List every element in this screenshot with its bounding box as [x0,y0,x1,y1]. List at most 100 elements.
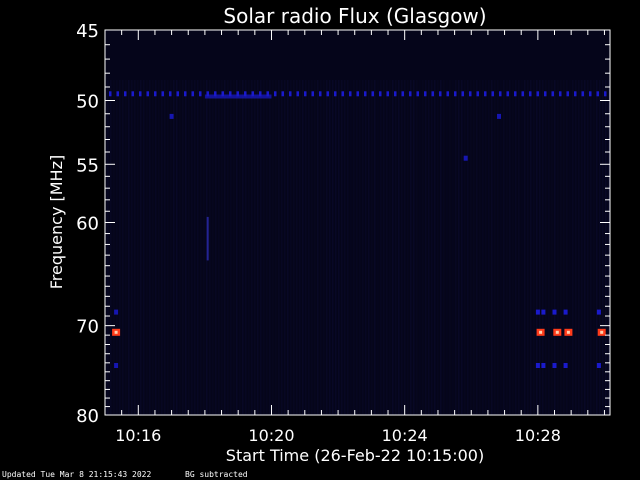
noise-column [194,80,196,415]
band-tick [191,91,194,97]
band-tick [514,91,517,97]
noise-column [536,80,538,415]
noise-column [299,80,301,415]
noise-column [608,80,610,415]
emission-spot [552,309,557,315]
noise-column [260,80,262,415]
x-tick-label: 10:28 [515,426,561,445]
noise-column [146,80,148,415]
noise-column [161,80,163,415]
noise-column [341,80,343,415]
noise-column [332,80,334,415]
band-tick [506,91,509,97]
noise-column [599,80,601,415]
band-tick [499,91,502,97]
emission-spot [114,309,119,315]
noise-column [560,80,562,415]
updated-timestamp: Updated Tue Mar 8 21:15:43 2022 [2,470,151,479]
noise-column [437,80,439,415]
band-tick [146,91,149,97]
band-tick [371,91,374,97]
noise-column [107,80,109,415]
noise-column [434,80,436,415]
emission-spot [596,309,601,315]
band-tick [604,91,607,97]
noise-column [152,80,154,415]
noise-column [455,80,457,415]
band-tick [304,91,307,97]
noise-column [569,80,571,415]
noise-column [389,80,391,415]
noise-column [374,80,376,415]
noise-column [425,80,427,415]
band-tick [394,91,397,97]
noise-column [155,80,157,415]
noise-column [227,80,229,415]
noise-column [257,80,259,415]
band-tick [409,91,412,97]
band-tick [596,91,599,97]
noise-column [149,80,151,415]
noise-column [320,80,322,415]
noise-column [563,80,565,415]
noise-column [335,80,337,415]
noise-column [422,80,424,415]
noise-column [593,80,595,415]
noise-column [188,80,190,415]
noise-column [365,80,367,415]
y-tick-label: 50 [76,92,99,113]
noise-column [545,80,547,415]
hot-spot-core [555,330,559,334]
band-tick [161,91,164,97]
noise-column [584,80,586,415]
band-tick [266,91,269,97]
band-tick [169,91,172,97]
band-tick [259,91,262,97]
noise-column [416,80,418,415]
noise-column [530,80,532,415]
noise-column [398,80,400,415]
band-tick [536,91,539,97]
noise-column [143,80,145,415]
noise-column [137,80,139,415]
noise-column [218,80,220,415]
noise-column [587,80,589,415]
noise-column [125,80,127,415]
noise-column [287,80,289,415]
noise-column [491,80,493,415]
band-tick [379,91,382,97]
noise-column [410,80,412,415]
noise-column [140,80,142,415]
emission-spot [463,155,468,161]
band-tick [319,91,322,97]
band-tick [386,91,389,97]
band-tick [124,91,127,97]
noise-column [128,80,130,415]
emission-spot [497,113,501,119]
noise-column [272,80,274,415]
noise-column [233,80,235,415]
noise-column [509,80,511,415]
band-tick [544,91,547,97]
emission-spot [552,363,557,368]
band-tick [364,91,367,97]
x-axis-label: Start Time (26-Feb-22 10:15:00) [226,446,484,465]
band-tick [589,91,592,97]
noise-column [380,80,382,415]
noise-column [185,80,187,415]
noise-column [524,80,526,415]
noise-column [167,80,169,415]
x-tick-label: 10:16 [115,426,161,445]
noise-column [209,80,211,415]
noise-column [431,80,433,415]
noise-column [311,80,313,415]
band-tick [214,91,217,97]
y-tick-label: 80 [76,406,99,427]
noise-column [548,80,550,415]
noise-column [269,80,271,415]
noise-column [359,80,361,415]
noise-column [338,80,340,415]
band-tick [139,91,142,97]
noise-column [323,80,325,415]
